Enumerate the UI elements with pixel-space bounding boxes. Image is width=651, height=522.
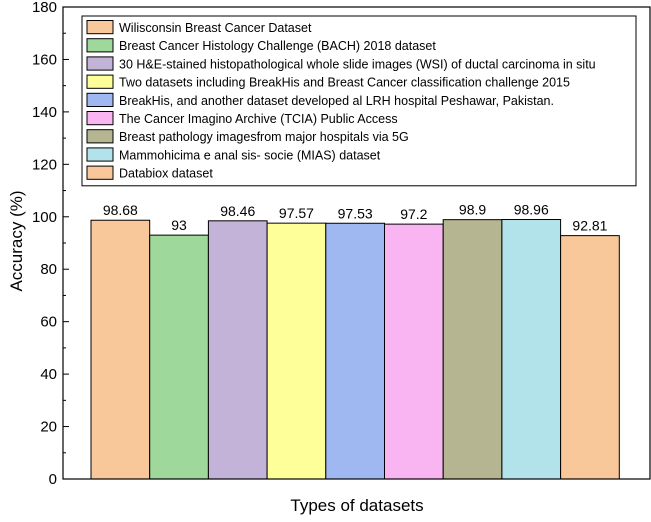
y-tick-label: 20: [40, 419, 57, 436]
bar: [384, 223, 444, 480]
bars-layer: [90, 219, 620, 480]
y-tick-label: 140: [32, 104, 57, 121]
legend-swatch: [86, 165, 114, 180]
bar-data-label: 98.9: [459, 202, 486, 218]
bar-data-label: 97.57: [279, 205, 314, 221]
bar: [501, 219, 562, 480]
bar-data-label: 93: [171, 217, 187, 233]
bar: [560, 235, 620, 480]
legend-swatch: [86, 56, 114, 71]
bar-data-label: 92.81: [572, 218, 607, 234]
y-axis-title: Accuracy (%): [7, 190, 26, 291]
bar-data-label: 98.46: [220, 203, 255, 219]
y-tick-label: 160: [32, 51, 57, 68]
bar: [90, 219, 151, 480]
y-axis: 0 20 40 60 80 100 120 140 160 180: [32, 0, 69, 488]
x-axis-title: Types of datasets: [290, 496, 423, 515]
y-tick-label: 180: [32, 0, 57, 16]
bar: [442, 219, 503, 480]
legend: Wilisconsin Breast Cancer Dataset Breast …: [81, 15, 637, 187]
bar: [207, 220, 268, 480]
y-tick-label: 120: [32, 156, 57, 173]
legend-label: Breast Cancer Histology Challenge (BACH)…: [119, 39, 436, 53]
bar: [325, 222, 385, 480]
legend-swatch: [86, 92, 114, 108]
bar: [266, 222, 327, 480]
legend-label: BreakHis, and another dataset developed …: [119, 94, 554, 108]
legend-label: 30 H&E-stained histopathological whole s…: [119, 57, 596, 71]
legend-label: Two datasets including BreakHis and Brea…: [119, 76, 570, 90]
bar-data-label: 98.68: [103, 202, 138, 218]
y-tick-label: 80: [40, 261, 57, 278]
bar: [149, 234, 209, 480]
y-tick-label: 100: [32, 209, 57, 226]
legend-box: [81, 15, 637, 187]
legend-label: Wilisconsin Breast Cancer Dataset: [119, 21, 312, 35]
legend-swatch: [86, 20, 114, 35]
legend-swatch: [86, 111, 114, 126]
data-labels-layer: 98.68 93 98.46 97.57 97.53 97.2 98.9 98.96 92.81: [103, 202, 608, 234]
bar-data-label: 97.53: [338, 205, 373, 221]
bar-data-label: 97.2: [400, 206, 427, 222]
legend-label: Mammohicima e anal sis- socie (MIAS) dat…: [119, 148, 381, 162]
y-tick-label: 60: [40, 314, 57, 331]
bar-data-label: 98.96: [514, 202, 549, 218]
legend-label: Databiox dataset: [119, 167, 213, 181]
legend-label: The Cancer Imagino Archive (TCIA) Public…: [119, 112, 398, 126]
y-tick-label: 40: [40, 366, 57, 383]
legend-swatch: [86, 147, 114, 162]
legend-swatch: [86, 129, 114, 144]
y-tick-label: 0: [49, 471, 57, 488]
legend-swatch: [86, 38, 114, 53]
legend-swatch: [86, 74, 114, 89]
legend-label: Breast pathology imagesfrom major hospit…: [119, 130, 409, 144]
